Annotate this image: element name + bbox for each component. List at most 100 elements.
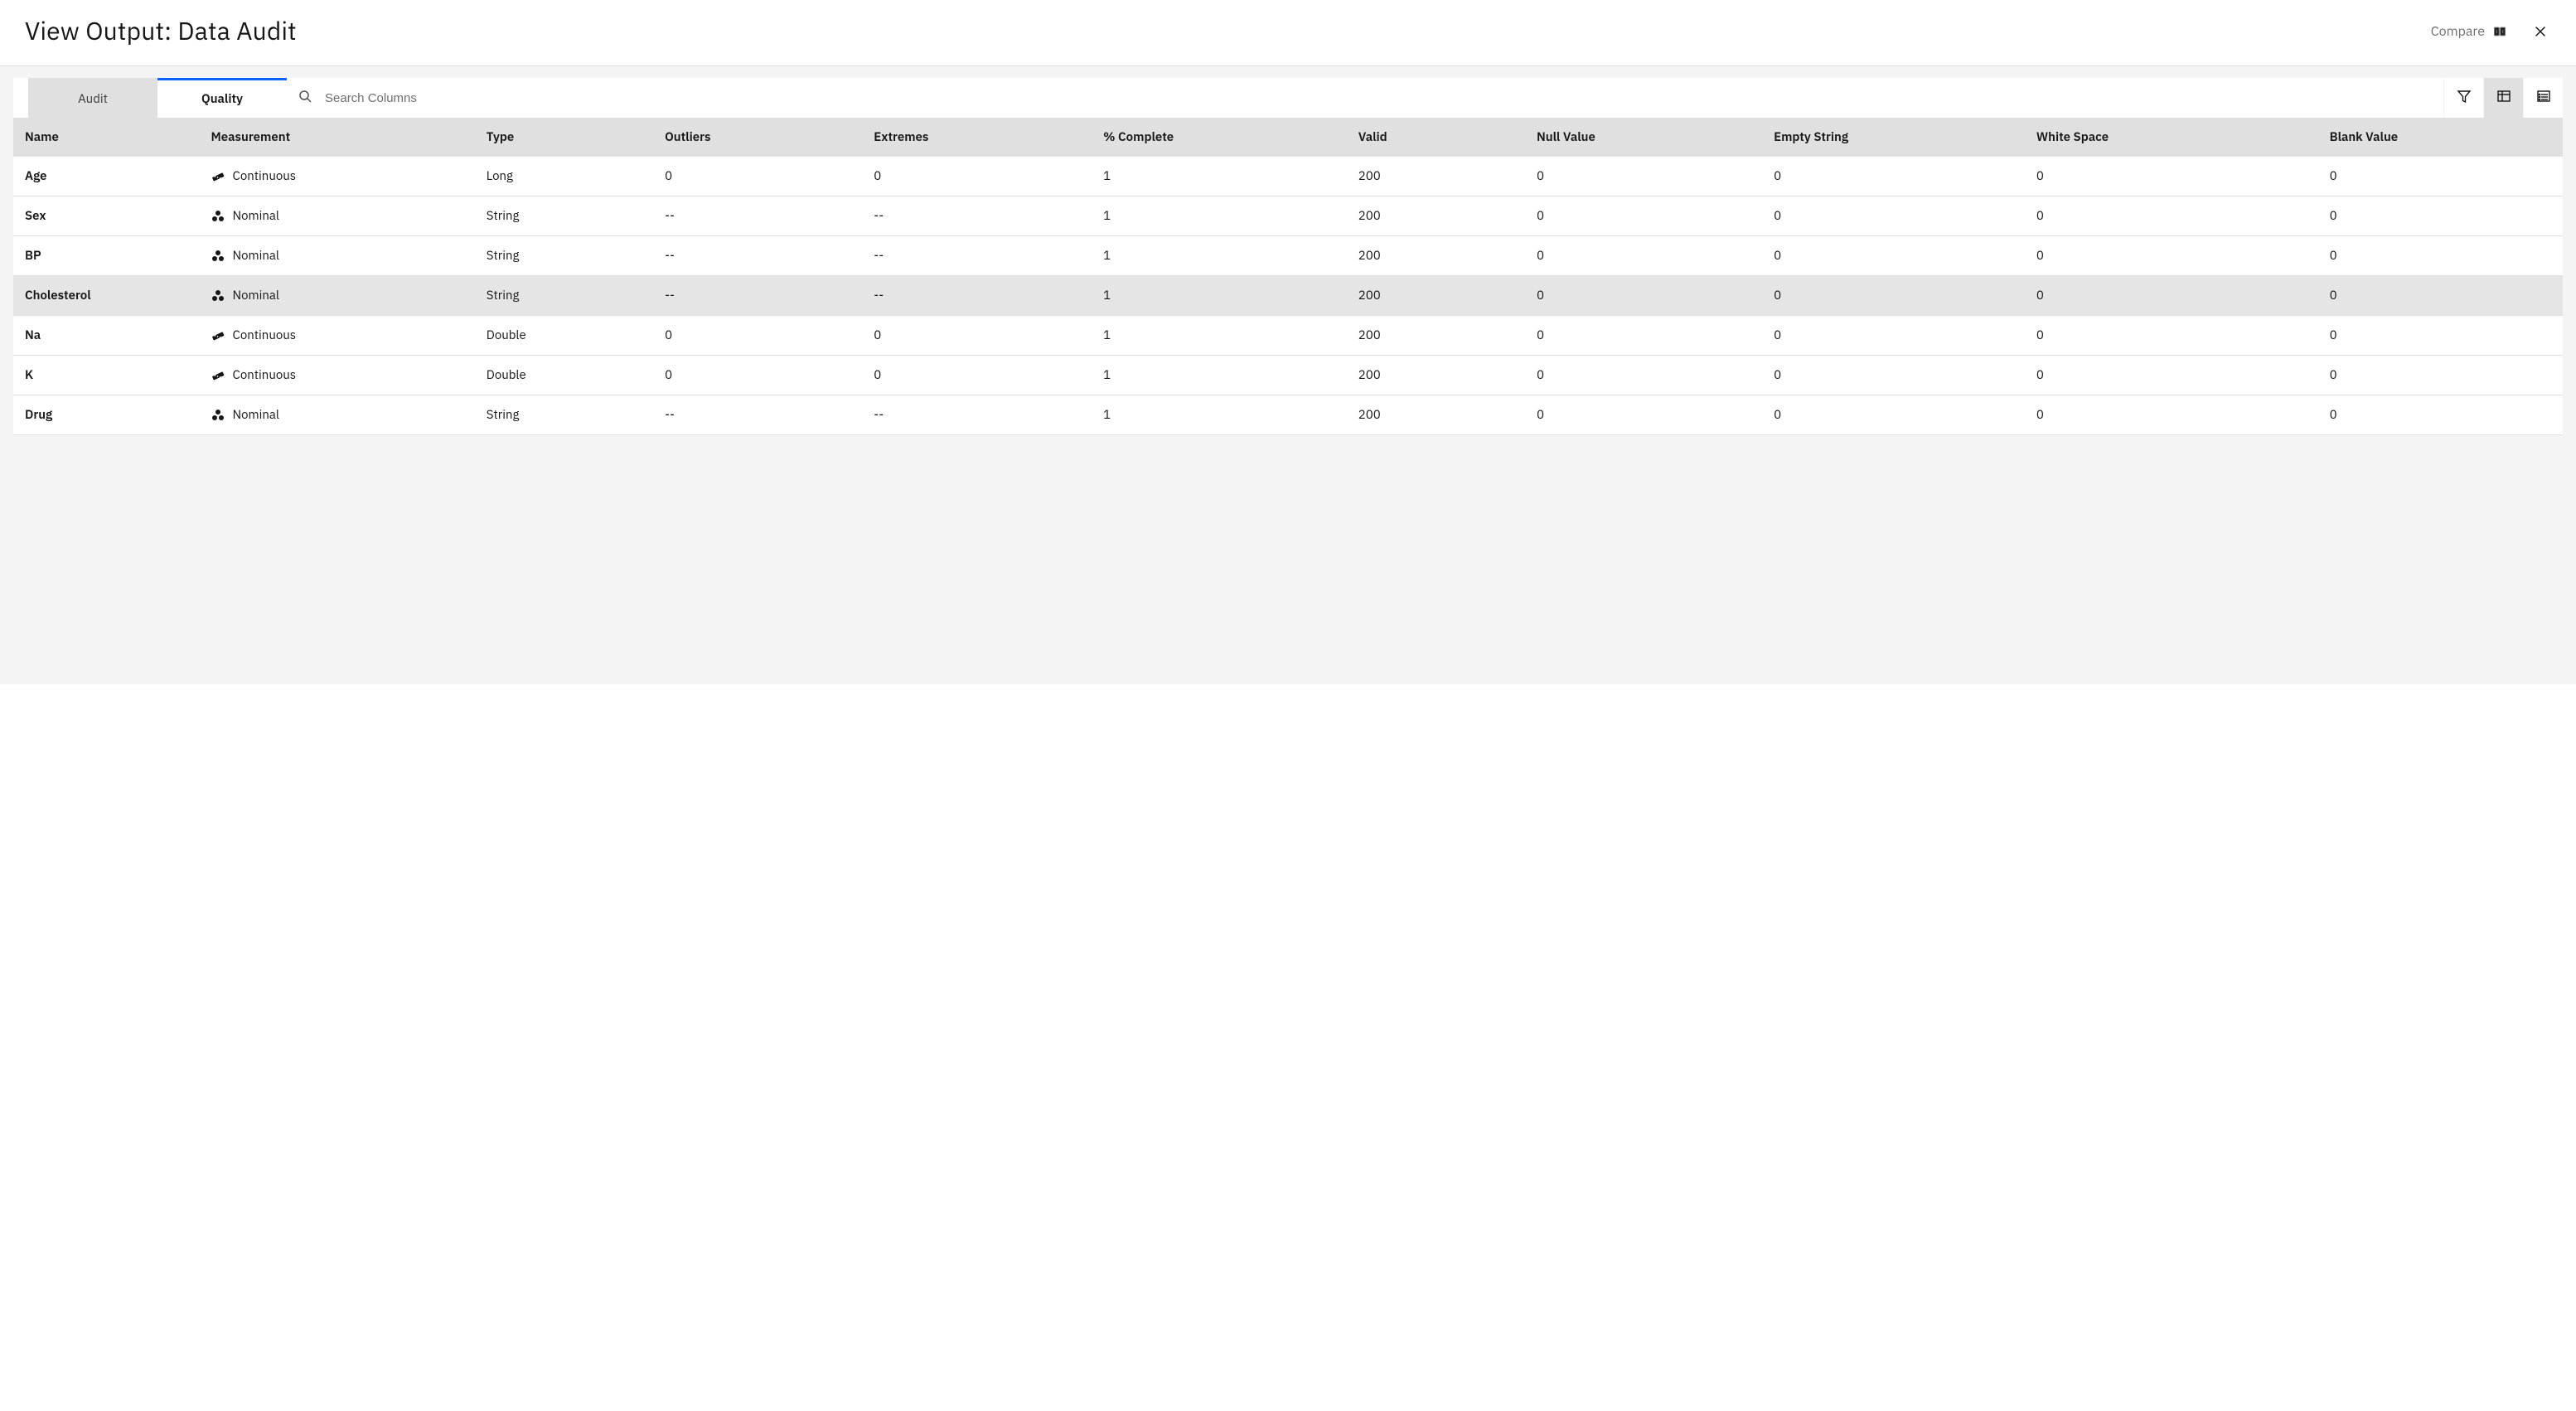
tab-audit[interactable]: Audit bbox=[28, 78, 157, 118]
tab-leading-spacer bbox=[13, 78, 28, 118]
quality-table: Name Measurement Type Outliers Extremes … bbox=[13, 118, 2563, 435]
cell-empty: 0 bbox=[1762, 276, 2025, 316]
close-button[interactable] bbox=[2530, 21, 2551, 42]
col-empty[interactable]: Empty String bbox=[1762, 118, 2025, 157]
cell-complete: 1 bbox=[1092, 276, 1347, 316]
measurement-label: Continuous bbox=[233, 168, 297, 184]
page-title: View Output: Data Audit bbox=[25, 15, 297, 47]
table-view-button[interactable] bbox=[2483, 78, 2523, 118]
col-type[interactable]: Type bbox=[475, 118, 653, 157]
cell-name: K bbox=[13, 356, 200, 395]
cell-name: Cholesterol bbox=[13, 276, 200, 316]
cell-complete: 1 bbox=[1092, 356, 1347, 395]
cell-blank: 0 bbox=[2318, 395, 2563, 435]
cell-type: Double bbox=[475, 356, 653, 395]
cell-complete: 1 bbox=[1092, 395, 1347, 435]
details-view-icon bbox=[2536, 89, 2551, 108]
table-header-row: Name Measurement Type Outliers Extremes … bbox=[13, 118, 2563, 157]
cell-name: BP bbox=[13, 236, 200, 276]
cell-empty: 0 bbox=[1762, 236, 2025, 276]
cell-outliers: 0 bbox=[653, 157, 862, 196]
table-row[interactable]: AgeContinuousLong0012000000 bbox=[13, 157, 2563, 196]
cell-outliers: -- bbox=[653, 395, 862, 435]
cell-outliers: -- bbox=[653, 196, 862, 236]
compare-button[interactable]: Compare bbox=[2431, 23, 2506, 40]
cell-complete: 1 bbox=[1092, 196, 1347, 236]
table-row[interactable]: DrugNominalString----12000000 bbox=[13, 395, 2563, 435]
col-valid[interactable]: Valid bbox=[1347, 118, 1525, 157]
cell-null: 0 bbox=[1525, 356, 1762, 395]
cell-blank: 0 bbox=[2318, 276, 2563, 316]
cell-null: 0 bbox=[1525, 157, 1762, 196]
cell-empty: 0 bbox=[1762, 395, 2025, 435]
cell-extremes: -- bbox=[862, 236, 1092, 276]
table-view-icon bbox=[2496, 89, 2511, 108]
close-icon bbox=[2533, 29, 2548, 41]
col-measurement[interactable]: Measurement bbox=[200, 118, 475, 157]
cell-measurement: Nominal bbox=[200, 236, 475, 276]
cell-ws: 0 bbox=[2025, 276, 2318, 316]
col-name[interactable]: Name bbox=[13, 118, 200, 157]
cell-name: Na bbox=[13, 316, 200, 356]
nominal-icon bbox=[211, 409, 225, 422]
cell-ws: 0 bbox=[2025, 395, 2318, 435]
tab-quality[interactable]: Quality bbox=[157, 78, 287, 118]
measurement-label: Nominal bbox=[233, 288, 279, 303]
cell-valid: 200 bbox=[1347, 316, 1525, 356]
cell-extremes: -- bbox=[862, 276, 1092, 316]
measurement-label: Nominal bbox=[233, 208, 279, 224]
table-row[interactable]: NaContinuousDouble0012000000 bbox=[13, 316, 2563, 356]
cell-outliers: 0 bbox=[653, 356, 862, 395]
col-outliers[interactable]: Outliers bbox=[653, 118, 862, 157]
table-row[interactable]: KContinuousDouble0012000000 bbox=[13, 356, 2563, 395]
details-view-button[interactable] bbox=[2523, 78, 2563, 118]
cell-type: String bbox=[475, 196, 653, 236]
table-row[interactable]: CholesterolNominalString----12000000 bbox=[13, 276, 2563, 316]
view-buttons bbox=[2443, 78, 2563, 118]
cell-type: String bbox=[475, 395, 653, 435]
measurement-label: Continuous bbox=[233, 327, 297, 343]
cell-name: Sex bbox=[13, 196, 200, 236]
cell-measurement: Continuous bbox=[200, 356, 475, 395]
cell-type: String bbox=[475, 276, 653, 316]
cell-complete: 1 bbox=[1092, 236, 1347, 276]
ruler-icon bbox=[211, 170, 225, 183]
cell-null: 0 bbox=[1525, 276, 1762, 316]
cell-ws: 0 bbox=[2025, 196, 2318, 236]
cell-null: 0 bbox=[1525, 196, 1762, 236]
cell-extremes: 0 bbox=[862, 356, 1092, 395]
cell-blank: 0 bbox=[2318, 196, 2563, 236]
col-blank[interactable]: Blank Value bbox=[2318, 118, 2563, 157]
cell-blank: 0 bbox=[2318, 157, 2563, 196]
cell-complete: 1 bbox=[1092, 316, 1347, 356]
ruler-icon bbox=[211, 369, 225, 382]
cell-complete: 1 bbox=[1092, 157, 1347, 196]
cell-valid: 200 bbox=[1347, 356, 1525, 395]
cell-extremes: 0 bbox=[862, 316, 1092, 356]
search-input[interactable] bbox=[323, 90, 2432, 106]
empty-area bbox=[0, 435, 2576, 684]
cell-valid: 200 bbox=[1347, 395, 1525, 435]
cell-valid: 200 bbox=[1347, 196, 1525, 236]
cell-measurement: Nominal bbox=[200, 395, 475, 435]
table-row[interactable]: SexNominalString----12000000 bbox=[13, 196, 2563, 236]
col-complete[interactable]: % Complete bbox=[1092, 118, 1347, 157]
measurement-label: Continuous bbox=[233, 367, 297, 383]
cell-measurement: Nominal bbox=[200, 276, 475, 316]
col-extremes[interactable]: Extremes bbox=[862, 118, 1092, 157]
cell-ws: 0 bbox=[2025, 356, 2318, 395]
cell-extremes: -- bbox=[862, 196, 1092, 236]
header-bar: View Output: Data Audit Compare bbox=[0, 0, 2576, 65]
cell-empty: 0 bbox=[1762, 356, 2025, 395]
cell-valid: 200 bbox=[1347, 236, 1525, 276]
table-body: AgeContinuousLong0012000000SexNominalStr… bbox=[13, 157, 2563, 435]
filter-button[interactable] bbox=[2443, 78, 2483, 118]
col-null[interactable]: Null Value bbox=[1525, 118, 1762, 157]
cell-measurement: Nominal bbox=[200, 196, 475, 236]
cell-type: Double bbox=[475, 316, 653, 356]
col-whitespace[interactable]: White Space bbox=[2025, 118, 2318, 157]
search-icon bbox=[298, 90, 312, 107]
cell-blank: 0 bbox=[2318, 236, 2563, 276]
cell-empty: 0 bbox=[1762, 196, 2025, 236]
table-row[interactable]: BPNominalString----12000000 bbox=[13, 236, 2563, 276]
